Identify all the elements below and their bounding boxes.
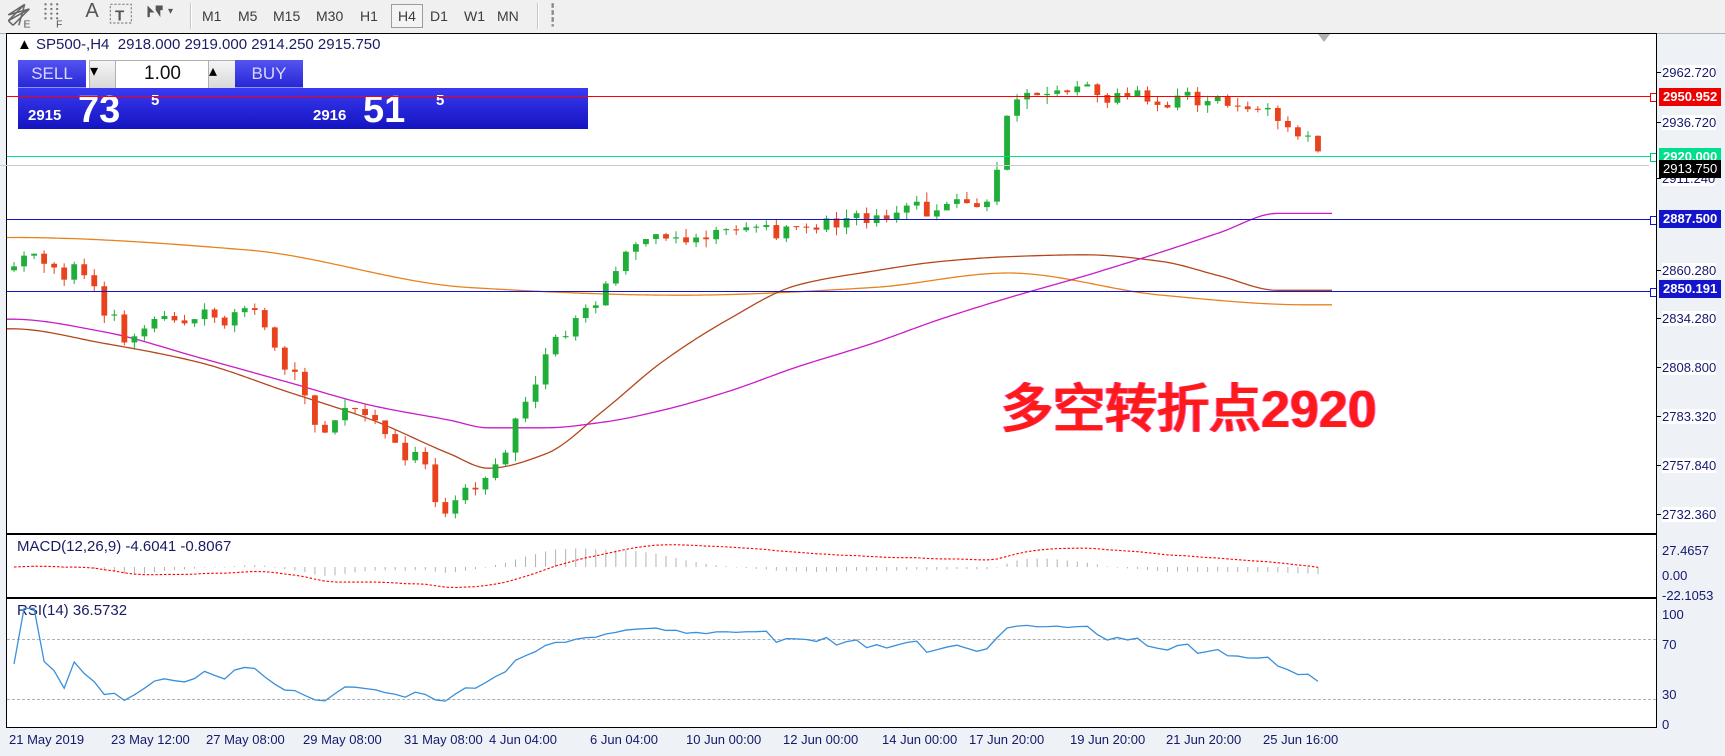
svg-text:F: F	[56, 19, 62, 30]
svg-text:E: E	[24, 19, 31, 30]
svg-text:T: T	[115, 8, 125, 25]
